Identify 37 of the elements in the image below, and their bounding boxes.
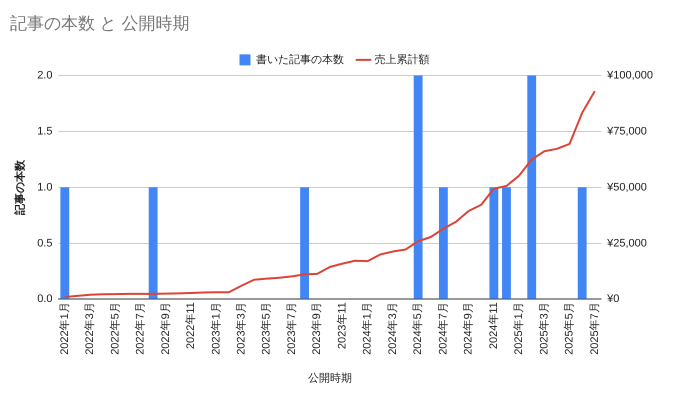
chart-title: 記事の本数 と 公開時期 [10, 14, 190, 33]
x-tick-label: 2023年9月 [311, 302, 324, 355]
x-tick-label: 2024年11 [488, 302, 500, 350]
x-tick-label: 2023年7月 [286, 302, 298, 355]
x-tick-label: 2022年9月 [160, 302, 172, 355]
x-tick-label: 2023年1月 [210, 302, 222, 355]
y-tick-label: 2.0 [37, 69, 52, 82]
y2-tick-label: ¥75,000 [606, 125, 647, 138]
x-tick-label: 2024年9月 [462, 302, 475, 355]
x-tick-label: 2025年7月 [588, 302, 601, 355]
y-axis-title: 記事の本数 [14, 158, 27, 216]
x-tick-label: 2023年11 [336, 302, 348, 350]
x-tick-label: 2022年11 [185, 302, 198, 350]
legend-label: 書いた記事の本数 [256, 52, 344, 66]
legend-label: 売上累計額 [374, 52, 430, 66]
y-tick-label: 1.0 [37, 181, 52, 194]
x-tick-label: 2022年7月 [134, 302, 147, 355]
y-tick-label: 0.0 [37, 293, 52, 306]
x-tick-label: 2025年3月 [538, 302, 550, 355]
y2-tick-label: ¥0 [606, 293, 620, 306]
x-tick-label: 2025年1月 [513, 302, 526, 355]
x-tick-label: 2024年1月 [362, 302, 374, 355]
x-tick-label: 2023年5月 [260, 302, 273, 355]
y2-tick-label: ¥100,000 [606, 69, 654, 82]
x-tick-label: 2023年3月 [236, 302, 248, 355]
x-tick-label: 2024年7月 [437, 302, 450, 355]
y2-tick-label: ¥50,000 [606, 181, 647, 194]
x-axis-title: 公開時期 [308, 371, 352, 384]
x-tick-label: 2024年3月 [386, 302, 399, 355]
x-tick-label: 2025年5月 [564, 302, 576, 355]
x-tick-label: 2022年1月 [58, 302, 71, 355]
y2-tick-label: ¥25,000 [606, 237, 647, 250]
x-tick-label: 2022年3月 [84, 302, 96, 355]
x-tick-label: 2022年5月 [109, 302, 122, 355]
x-tick-label: 2024年5月 [412, 302, 424, 355]
y-tick-label: 0.5 [37, 237, 52, 250]
y-tick-label: 1.5 [37, 125, 52, 138]
